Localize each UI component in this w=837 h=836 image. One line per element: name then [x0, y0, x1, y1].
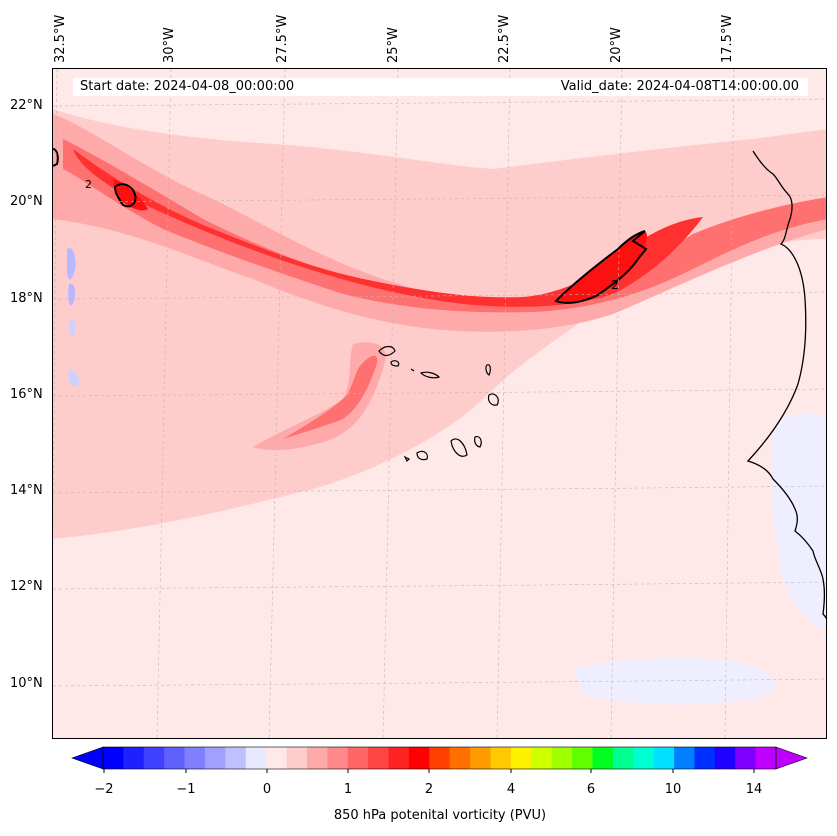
colorbar-cell: [184, 747, 206, 769]
colorbar-cell: [103, 747, 124, 769]
colorbar-cell: [674, 747, 695, 769]
lat-label-18n: 18°N: [10, 291, 43, 306]
pv-negative-region-coast: [771, 412, 826, 629]
colorbar-tick-label: 14: [745, 782, 763, 797]
lon-label-27-5w: 27.5°W: [275, 14, 290, 63]
colorbar-cell: [551, 747, 573, 769]
colorbar-cell: [470, 747, 491, 769]
colorbar-cell: [164, 747, 186, 769]
colorbar-cell: [245, 747, 267, 769]
colorbar-tick-label: 10: [664, 782, 682, 797]
pv-plume-medium: [253, 342, 386, 451]
pv-contour-2-west: [113, 183, 137, 208]
colorbar-cell: [143, 747, 165, 769]
island-boa-vista: [487, 393, 499, 406]
pv-negative-region-south: [573, 657, 775, 705]
colorbar-ticks: [103, 769, 755, 773]
island-santo-antao: [378, 345, 396, 357]
colorbar-cell: [755, 747, 777, 769]
lat-label-14n: 14°N: [10, 483, 43, 498]
colorbar-cell: [204, 747, 226, 769]
colorbar-cell: [123, 747, 145, 769]
start-date-label: Start date: 2024-04-08_00:00:00: [80, 79, 295, 94]
lat-label-20n: 20°N: [10, 194, 43, 209]
colorbar-cell: [735, 747, 757, 769]
pv-region-intense: [73, 149, 703, 307]
colorbar-cells: [103, 747, 777, 769]
graticule: [53, 69, 826, 738]
island-sao-nicolau: [419, 371, 441, 379]
pv-negative-patch-1: [67, 248, 76, 280]
colorbar-cell: [714, 747, 736, 769]
island-santa-luzia: [410, 368, 415, 372]
colorbar-tick-label: 0: [262, 782, 272, 797]
pv-contour-2-edge: [53, 148, 59, 167]
colorbar-tick-label: 1: [343, 782, 353, 797]
pv-max-core-west: [113, 179, 148, 211]
colorbar-cell: [531, 747, 553, 769]
lon-label-30w: 30°W: [162, 27, 177, 63]
colorbar-tick-label: 2: [424, 782, 434, 797]
pv-region-strong: [63, 139, 826, 313]
lon-label-22-5w: 22.5°W: [497, 14, 512, 63]
colorbar-cell: [653, 747, 675, 769]
lon-label-32-5w: 32.5°W: [53, 14, 68, 63]
colorbar-cell: [286, 747, 308, 769]
colorbar-tick-label: 4: [506, 782, 516, 797]
pv-plume-strong: [283, 355, 378, 439]
colorbar-cell: [347, 747, 369, 769]
colorbar-arrow-left: [71, 746, 104, 770]
colorbar-cell: [612, 747, 634, 769]
island-fogo: [416, 450, 428, 461]
contour-label-west: 2: [85, 178, 92, 191]
lat-label-16n: 16°N: [10, 387, 43, 402]
colorbar-cell: [225, 747, 247, 769]
colorbar-cell: [694, 747, 716, 769]
colorbar-tick-label: −1: [176, 782, 196, 797]
island-sal: [485, 364, 491, 376]
colorbar-cell: [368, 747, 390, 769]
colorbar-cell: [327, 747, 349, 769]
colorbar-cell: [490, 747, 512, 769]
lon-label-25w: 25°W: [386, 27, 401, 63]
valid-date-label: Valid_date: 2024-04-08T14:00:00.00: [560, 79, 799, 94]
africa-coastline: [746, 150, 826, 620]
colorbar-outline: [102, 746, 777, 770]
island-santiago: [450, 438, 468, 457]
colorbar-tick-label: 6: [586, 782, 596, 797]
date-strip: [73, 78, 808, 96]
lon-label-20w: 20°W: [609, 27, 624, 63]
contour-label-east: 2: [611, 278, 619, 292]
island-brava: [403, 455, 411, 463]
pv-contour-2-east: [554, 230, 648, 304]
lat-label-12n: 12°N: [10, 579, 43, 594]
islands: [378, 345, 499, 463]
lat-label-10n: 10°N: [10, 676, 43, 691]
pv-negative-patch-2: [68, 283, 76, 306]
colorbar-cell: [429, 747, 451, 769]
colorbar: [71, 746, 808, 773]
pv-negative-patch-3: [69, 318, 76, 337]
colorbar-cell: [449, 747, 471, 769]
lon-label-17-5w: 17.5°W: [720, 14, 735, 63]
colorbar-cell: [633, 747, 655, 769]
colorbar-cell: [388, 747, 410, 769]
colorbar-cell: [510, 747, 532, 769]
lat-label-22n: 22°N: [10, 98, 43, 113]
colorbar-cell: [266, 747, 288, 769]
island-sao-vicente: [390, 360, 400, 367]
colorbar-label: 850 hPa potenital vorticity (PVU): [333, 808, 547, 823]
colorbar-cell: [572, 747, 593, 769]
colorbar-tick-label: −2: [94, 782, 114, 797]
colorbar-cell: [592, 747, 614, 769]
pv-max-core-east: [558, 231, 648, 302]
colorbar-cell: [408, 747, 430, 769]
pv-negative-patch-4: [68, 369, 80, 387]
island-maio: [474, 436, 482, 448]
colorbar-arrow-right: [775, 746, 808, 770]
map-panel: Start date: 2024-04-08_00:00:00 Valid_da…: [52, 68, 827, 739]
map-canvas: [53, 69, 826, 738]
colorbar-cell: [306, 747, 328, 769]
